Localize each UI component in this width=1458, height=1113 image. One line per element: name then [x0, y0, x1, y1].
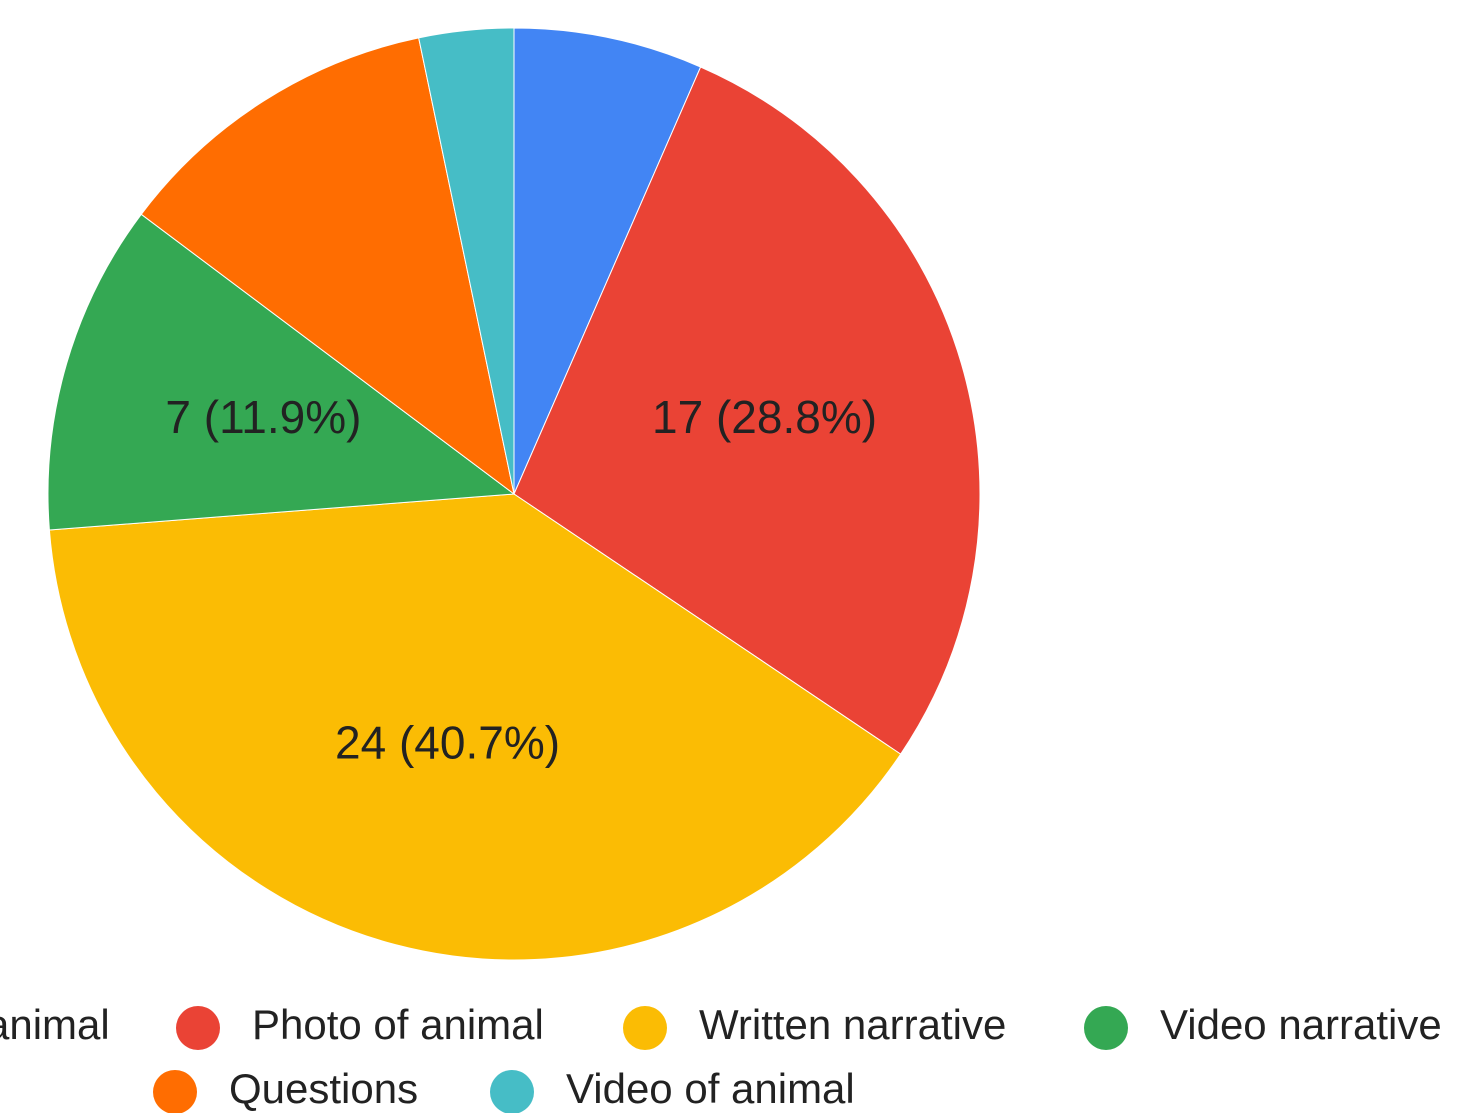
pie-slices [47, 27, 981, 961]
legend-item-animal: animal [0, 1001, 110, 1048]
legend-marker-questions [153, 1070, 197, 1113]
pie-slice-video-of-animal [418, 27, 515, 495]
data-label-photo-of-animal: 17 (28.8%) [652, 391, 877, 443]
pie-slice-questions [140, 37, 515, 496]
pie-slice-animal [513, 27, 702, 495]
legend-label-questions: Questions [229, 1065, 418, 1112]
legend-marker-video-narrative [1084, 1006, 1128, 1050]
legend-label-animal: animal [0, 1001, 110, 1048]
legend-item-video-of-animal: Video of animal [490, 1065, 855, 1113]
data-label-written-narrative: 24 (40.7%) [335, 717, 560, 769]
legend-label-written-narrative: Written narrative [699, 1001, 1006, 1048]
legend-label-photo-of-animal: Photo of animal [252, 1001, 544, 1048]
legend-marker-photo-of-animal [176, 1006, 220, 1050]
legend-marker-video-of-animal [490, 1070, 534, 1113]
pie-slice-written-narrative [48, 493, 902, 961]
legend: animal Photo of animal Written narrative Vi… [0, 1001, 1442, 1113]
pie-slice-photo-of-animal [513, 66, 981, 755]
pie-data-labels: 17 (28.8%) 24 (40.7%) 7 (11.9%) [165, 391, 877, 768]
legend-label-video-of-animal: Video of animal [566, 1065, 855, 1112]
data-label-video-narrative: 7 (11.9%) [165, 391, 361, 443]
legend-item-questions: Questions [153, 1065, 418, 1113]
legend-item-video-narrative: Video narrative [1084, 1001, 1442, 1050]
legend-item-photo-of-animal: Photo of animal [176, 1001, 544, 1050]
legend-marker-written-narrative [623, 1006, 667, 1050]
legend-label-video-narrative: Video narrative [1160, 1001, 1442, 1048]
pie-slice-video-narrative [47, 213, 516, 531]
legend-item-written-narrative: Written narrative [623, 1001, 1006, 1050]
